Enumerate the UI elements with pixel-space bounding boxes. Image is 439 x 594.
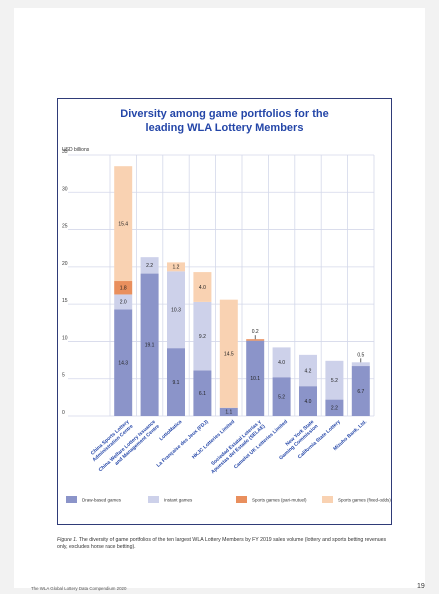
x-category-label: La Française des Jeux (FDJ)	[156, 419, 210, 469]
data-label: 1.2	[173, 265, 180, 271]
bar-segment	[246, 340, 265, 416]
data-label: 0.5	[357, 352, 364, 358]
x-category-label: LottoMatica	[158, 419, 183, 442]
data-label: 5.2	[278, 394, 285, 400]
data-label: 1.8	[120, 286, 127, 292]
bar-segment	[219, 299, 238, 408]
bar-segment	[299, 354, 317, 387]
y-tick-label: 5	[62, 373, 65, 379]
bar-segment	[167, 348, 185, 416]
chart-svg: USD billions 0 5 10 15 20 25 30 35 14.3 2.0 1.8 15.4…	[62, 147, 391, 503]
data-label: 6.1	[199, 391, 206, 397]
chart-frame: Diversity among game portfolios for the …	[57, 98, 392, 525]
bar-segment	[193, 272, 212, 302]
bar-segment	[272, 377, 291, 416]
y-tick-label: 15	[62, 298, 68, 304]
data-label: 14.5	[224, 352, 234, 358]
y-tick-label: 30	[62, 186, 68, 192]
y-tick-label: 0	[62, 410, 65, 416]
data-label: 19.1	[145, 343, 155, 349]
legend-swatch	[148, 496, 159, 503]
bar-segment	[351, 362, 370, 367]
page-number: 19	[417, 583, 425, 590]
bar-segment	[219, 407, 238, 416]
footer-source: The WLA Global Lottery Data Compendium 2…	[31, 586, 127, 591]
legend-swatch	[322, 496, 333, 503]
bar-segment	[246, 339, 265, 341]
legend-label: Sports games (fixed-odds)	[338, 498, 391, 503]
legend-label: Sports games (pari-mutuel)	[252, 498, 307, 503]
legend-swatch	[236, 496, 247, 503]
data-label: 2.0	[120, 300, 127, 306]
data-label: 4.0	[199, 285, 206, 291]
bar-segment	[193, 370, 212, 416]
figure-caption: Figure 1. The diversity of game portfoli…	[57, 537, 397, 551]
data-label: 4.0	[278, 360, 285, 366]
bar-segment	[351, 366, 370, 416]
bar-segment	[114, 166, 133, 282]
bar-segment	[140, 273, 159, 416]
bar-segment	[114, 309, 133, 416]
y-tick-label: 10	[62, 335, 68, 341]
figure-caption-text: The diversity of game portfolios of the …	[57, 537, 387, 550]
data-label: 4.2	[305, 368, 312, 374]
legend-label: Instant games	[164, 498, 193, 503]
y-tick-label: 25	[62, 224, 68, 230]
data-label: 4.0	[305, 399, 312, 405]
bar-segment	[167, 262, 185, 272]
data-label: 2.2	[331, 406, 338, 412]
bar-segment	[299, 386, 317, 416]
bar-segment	[167, 271, 185, 349]
bar-segment	[114, 294, 133, 310]
legend-swatch	[66, 496, 77, 503]
data-label: 14.3	[118, 360, 128, 366]
data-label: 2.2	[146, 263, 153, 269]
data-label: 9.2	[199, 334, 206, 340]
data-label: 0.2	[252, 329, 259, 335]
data-label: 1.1	[225, 410, 232, 416]
chart-title-line-1: Diversity among game portfolios for the	[120, 108, 329, 120]
bar-segment	[325, 399, 344, 416]
data-label: 15.4	[118, 221, 128, 227]
data-label: 9.1	[173, 380, 180, 386]
data-label: 6.7	[357, 389, 364, 395]
bar-segment	[193, 301, 212, 371]
bar-segment	[272, 347, 291, 378]
y-tick-label: 20	[62, 261, 68, 267]
bar-segment	[140, 257, 159, 274]
data-label: 5.2	[331, 378, 338, 384]
data-label: 10.3	[171, 308, 181, 314]
bar-segment	[114, 281, 133, 295]
figure-caption-label: Figure 1.	[57, 537, 78, 543]
chart-title-line-2: leading WLA Lottery Members	[145, 122, 304, 134]
data-label: 10.1	[250, 376, 260, 382]
legend-label: Draw-based games	[82, 498, 122, 503]
bar-segment	[325, 360, 344, 400]
y-axis-label: USD billions	[62, 147, 90, 153]
y-tick-label: 35	[62, 149, 68, 155]
